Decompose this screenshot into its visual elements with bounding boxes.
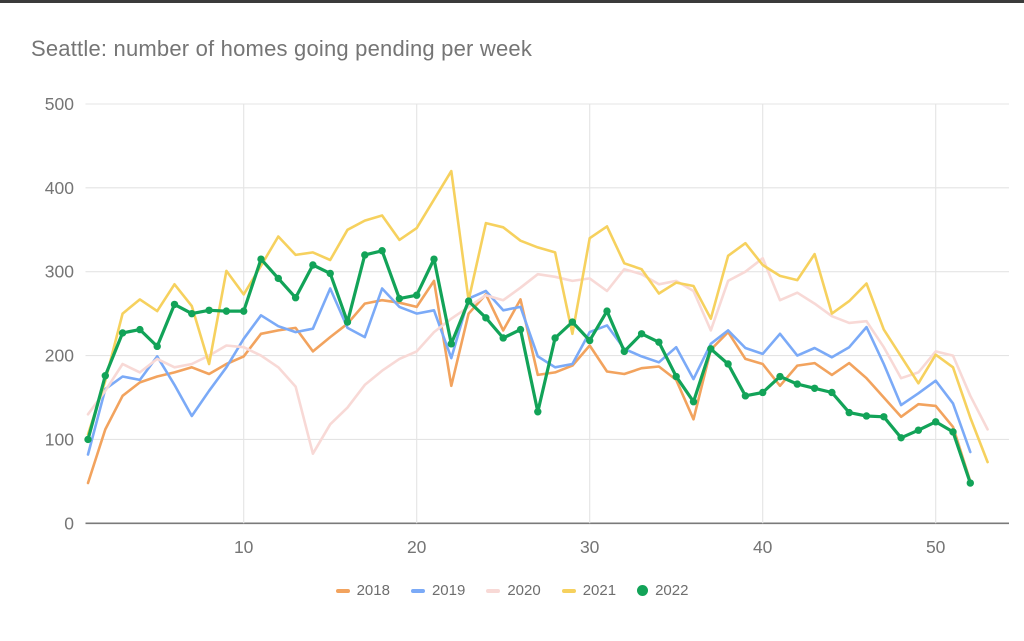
series-point-2022 [637, 330, 646, 338]
series-point-2022 [603, 307, 611, 315]
legend-label: 2020 [507, 582, 541, 599]
series-point-2022 [586, 336, 594, 345]
series-point-2022 [309, 261, 317, 269]
series-line-2022 [86, 249, 972, 485]
series-line-2019 [86, 287, 972, 456]
series-point-2022 [170, 300, 179, 309]
window-top-edge [0, 0, 1024, 3]
series-point-2022 [741, 392, 750, 400]
x-axis-tick-label: 40 [753, 537, 773, 557]
series-point-2022 [118, 329, 127, 337]
series-point-2022 [655, 338, 663, 346]
series-point-2022 [672, 372, 680, 381]
legend-item-2018: 2018 [335, 582, 390, 599]
series-point-2022 [568, 318, 577, 326]
series-point-2022 [447, 340, 455, 348]
series-point-2022 [828, 388, 836, 397]
series-point-2022 [101, 372, 110, 380]
series-point-2022 [136, 325, 144, 334]
y-axis-tick-label: 300 [45, 262, 74, 282]
series-point-2022 [759, 388, 767, 397]
legend-swatch-2022 [637, 585, 649, 596]
y-axis-tick-label: 0 [64, 513, 74, 533]
series-point-2022 [464, 297, 473, 305]
series-point-2022 [413, 291, 421, 299]
series-point-2022 [793, 380, 801, 388]
series-point-2022 [534, 408, 542, 416]
legend-label: 2018 [356, 582, 390, 599]
series-point-2022 [914, 426, 923, 434]
chart-legend: 2018 2019 2020 2021 2022 [0, 582, 1024, 599]
series-point-2022 [430, 255, 438, 263]
legend-item-2019: 2019 [410, 582, 466, 599]
series-point-2022 [932, 418, 940, 426]
series-point-2022 [862, 412, 871, 420]
series-point-2022 [880, 413, 888, 421]
legend-swatch-2021 [561, 588, 576, 593]
series-point-2022 [966, 479, 974, 487]
series-point-2022 [222, 307, 231, 315]
legend-label: 2022 [655, 582, 689, 599]
x-axis-tick-label: 10 [234, 537, 254, 557]
series-point-2022 [810, 384, 819, 392]
y-axis-tick-label: 500 [45, 94, 74, 114]
legend-label: 2019 [431, 582, 466, 599]
legend-item-2022: 2022 [637, 582, 688, 599]
series-point-2022 [240, 307, 248, 315]
series-point-2022 [378, 247, 386, 255]
series-point-2022 [551, 334, 559, 342]
series-point-2022 [188, 309, 196, 318]
x-axis-tick-label: 50 [926, 537, 946, 557]
x-axis-tick-label: 20 [407, 537, 427, 557]
legend-label: 2021 [582, 582, 617, 599]
series-point-2022 [776, 372, 784, 381]
legend-swatch-2018 [335, 588, 350, 593]
legend-swatch-2020 [486, 588, 501, 593]
series-point-2022 [395, 294, 404, 303]
series-line-2020 [86, 256, 989, 456]
series-point-2022 [343, 318, 352, 326]
legend-item-2020: 2020 [486, 582, 541, 599]
series-point-2022 [499, 334, 507, 342]
y-axis-tick-label: 200 [45, 346, 74, 366]
y-axis-tick-label: 400 [45, 178, 74, 198]
series-point-2022 [620, 347, 628, 356]
series-point-2022 [707, 345, 715, 353]
series-point-2022 [482, 314, 490, 322]
x-axis-tick-label: 30 [580, 537, 600, 557]
series-point-2022 [205, 306, 213, 314]
series-point-2022 [84, 435, 92, 444]
series-point-2022 [153, 342, 161, 351]
series-point-2022 [361, 251, 369, 259]
series-point-2022 [516, 325, 525, 334]
series-point-2022 [257, 255, 265, 263]
series-point-2022 [845, 408, 853, 417]
series-point-2022 [949, 428, 957, 436]
series-point-2022 [689, 398, 698, 406]
series-point-2022 [724, 360, 732, 368]
series-line-2021 [86, 169, 989, 464]
series-line-2018 [86, 279, 972, 485]
series-point-2022 [291, 294, 300, 302]
series-point-2022 [897, 434, 905, 442]
chart-title: Seattle: number of homes going pending p… [31, 36, 533, 61]
legend-item-2021: 2021 [561, 582, 617, 599]
y-axis-tick-label: 100 [45, 429, 74, 449]
series-point-2022 [326, 269, 334, 278]
legend-swatch-2019 [410, 588, 425, 593]
series-point-2022 [274, 274, 282, 283]
